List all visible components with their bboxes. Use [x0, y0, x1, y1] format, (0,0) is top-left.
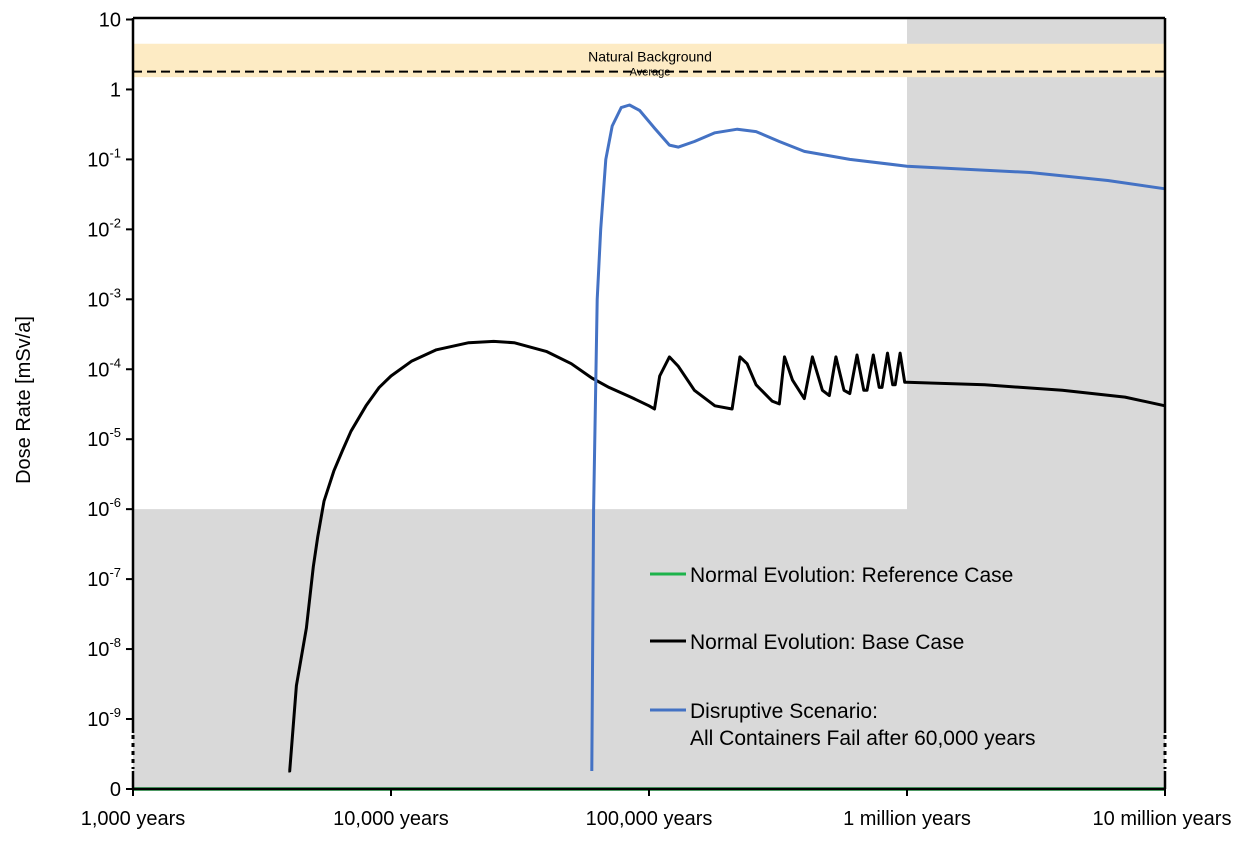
- y-tick-label: 10: [99, 10, 121, 32]
- x-tick-label: 100,000 years: [586, 808, 713, 830]
- series-line-3: [590, 103, 1166, 772]
- y-tick-labels: 0 10-9 10-8 10-7 10-6 10-5 10-4 10-3 10-2 10-1 1 10: [87, 10, 121, 802]
- x-tick-label: 10 million years: [1093, 808, 1232, 830]
- legend-label-2: Normal Evolution: Base Case: [690, 631, 964, 654]
- legend-label-3: Disruptive Scenario:: [690, 700, 878, 723]
- natural-background-label: Natural Background: [588, 49, 712, 65]
- natural-background-average-label: Average: [630, 67, 671, 79]
- axes: [126, 16, 1167, 796]
- legend: Normal Evolution: Reference Case Normal E…: [650, 564, 1036, 750]
- shaded-regions: [133, 19, 1165, 789]
- x-tick-label: 1,000 years: [81, 808, 186, 830]
- y-tick-label: 10-2: [87, 215, 121, 241]
- y-tick-label: 1: [110, 79, 121, 101]
- legend-label-1: Normal Evolution: Reference Case: [690, 564, 1013, 587]
- y-axis-label: Dose Rate [mSv/a]: [13, 316, 35, 484]
- y-tick-label: 10-5: [87, 425, 121, 451]
- x-tick-label: 1 million years: [843, 808, 971, 830]
- series-line-2: [288, 339, 1166, 773]
- y-tick-label: 10-9: [87, 705, 121, 731]
- legend-label-3-line2: All Containers Fail after 60,000 years: [690, 727, 1036, 750]
- y-tick-label: 10-8: [87, 635, 121, 661]
- shaded-region-1: [133, 509, 907, 789]
- y-tick-label: 10-6: [87, 495, 121, 521]
- y-tick-label: 0: [110, 779, 121, 801]
- y-tick-label: 10-1: [87, 145, 121, 171]
- x-tick-label: 10,000 years: [333, 808, 449, 830]
- y-tick-label: 10-3: [87, 285, 121, 311]
- y-tick-label: 10-7: [87, 565, 121, 591]
- x-tick-labels: 1,000 years 10,000 years 100,000 years 1 mi…: [81, 808, 1232, 830]
- shaded-region-2: [907, 19, 1165, 789]
- y-tick-label: 10-4: [87, 355, 121, 381]
